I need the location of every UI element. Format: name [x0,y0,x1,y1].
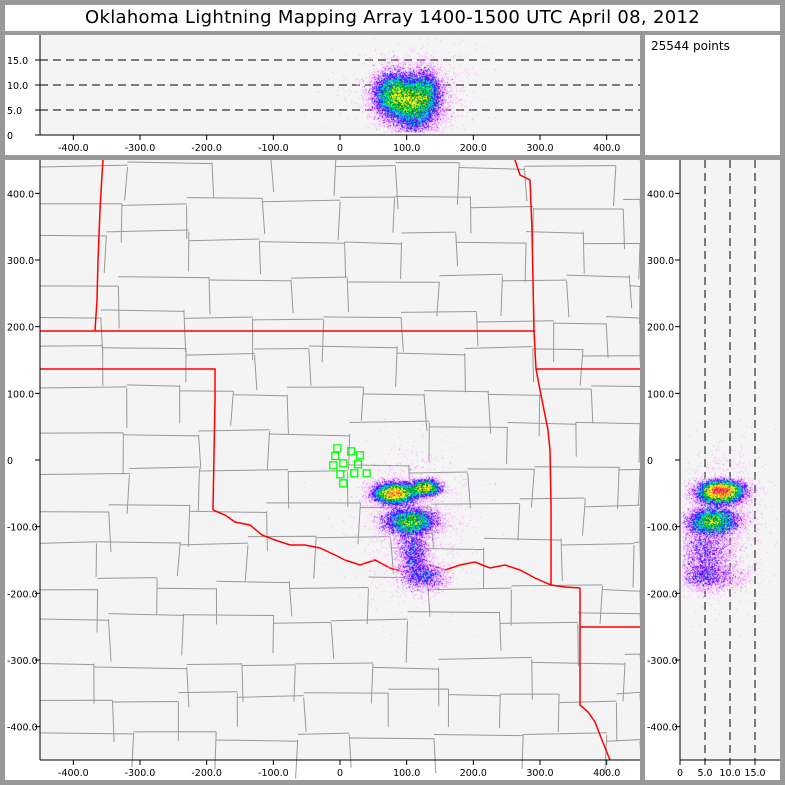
y-tick-label: 0 [7,456,13,467]
y-tick-label: 400.0 [647,189,674,200]
x-tick-label: -200.0 [191,768,222,779]
lma-station-marker [339,479,348,488]
altitude-east-density [40,35,640,135]
lma-station-marker [329,461,338,470]
y-tick-label: 15.0 [7,56,28,67]
chart-title: Oklahoma Lightning Mapping Array 1400-15… [85,7,700,28]
title-bar: Oklahoma Lightning Mapping Array 1400-15… [5,5,780,31]
north-altitude-density [680,160,780,760]
x-tick-label: 200.0 [460,143,487,154]
x-tick-label: 300.0 [526,143,553,154]
x-tick-label: 400.0 [593,768,620,779]
x-tick-label: 200.0 [460,768,487,779]
y-tick-label: 100.0 [7,389,34,400]
x-tick-label: -400.0 [58,768,89,779]
y-tick-label: -100.0 [7,523,38,534]
y-tick-label: -400.0 [7,723,38,734]
x-tick-label: -200.0 [191,143,222,154]
y-tick-label: 300.0 [647,256,674,267]
y-tick-label: -100.0 [647,523,678,534]
lma-station-marker [333,444,342,453]
plan-view-panel: -400.0 -300.0 -200.0 -100.0 0 100.0 200.0 300.0… [5,160,640,780]
points-count: 25544 points [651,39,730,53]
x-tick-label: -100.0 [258,143,289,154]
y-tick-label: 300.0 [7,256,34,267]
lma-station-marker [331,451,340,461]
x-tick-label: 5.0 [697,768,712,779]
x-tick-label: 100.0 [393,143,420,154]
info-panel: 25544 points [645,35,780,155]
y-tick-label: -200.0 [7,589,38,600]
altitude-east-panel: -400.0 -300.0 -200.0 -100.0 0 100.0 200.0 300.0… [5,35,640,155]
lma-station-marker [347,447,356,456]
x-tick-label: -100.0 [258,768,289,779]
y-tick-label: -200.0 [647,589,678,600]
x-tick-label: -300.0 [125,768,156,779]
lma-station-marker [336,470,345,479]
y-tick-label: -300.0 [7,656,38,667]
lma-station-marker [350,469,359,478]
y-tick-label: 0 [647,456,653,467]
y-tick-label: 5.0 [7,106,22,117]
y-tick-label: 200.0 [7,323,34,334]
north-altitude-panel: 0 5.0 10.0 15.0 400.0 300.0 200.0 100.0 0 -100.0 -… [645,160,780,780]
x-tick-label: 0 [337,143,343,154]
x-tick-label: 100.0 [393,768,420,779]
x-tick-label: -300.0 [125,143,156,154]
x-tick-label: 15.0 [744,768,765,779]
y-tick-label: 10.0 [7,81,28,92]
x-tick-label: 0 [337,768,343,779]
y-tick-label: 100.0 [647,389,674,400]
lma-station-marker [339,459,348,468]
lma-station-marker [362,469,371,478]
x-tick-label: 10.0 [719,768,740,779]
lma-station-marker [355,451,365,460]
x-tick-label: -400.0 [58,143,89,154]
lma-station-marker [353,460,363,469]
y-tick-label: -300.0 [647,656,678,667]
x-tick-label: 300.0 [526,768,553,779]
stations-layer [329,444,371,488]
x-tick-label: 400.0 [593,143,620,154]
y-tick-label: -400.0 [647,723,678,734]
y-tick-label: 400.0 [7,189,34,200]
x-tick-label: 0 [677,768,683,779]
y-tick-label: 200.0 [647,323,674,334]
y-tick-label: 0 [7,131,13,142]
